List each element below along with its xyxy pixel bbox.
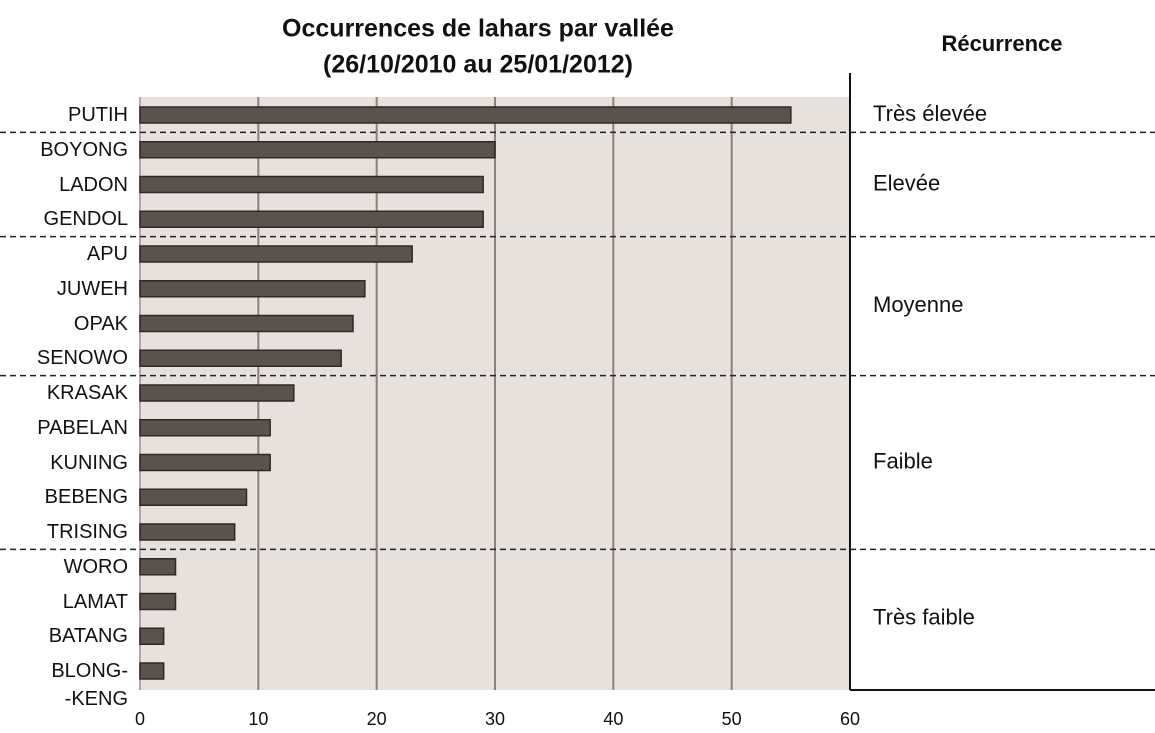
- y-tick-label: BLONG- -KENG: [51, 660, 128, 710]
- bar: [139, 627, 165, 645]
- y-tick-label: BEBENG: [44, 486, 128, 509]
- bar: [139, 106, 792, 124]
- x-tick-label: 20: [367, 709, 387, 729]
- y-tick-label: APU: [86, 243, 128, 265]
- y-tick-label: SENOWO: [36, 347, 128, 370]
- chart-subtitle: (26/10/2010 au 25/01/2012): [323, 51, 633, 79]
- recurrence-label: Très faible: [873, 605, 975, 630]
- bar: [139, 314, 354, 333]
- bar: [139, 384, 295, 402]
- x-tick-label: 10: [248, 709, 268, 729]
- chart-title: Occurrences de lahars par vallée: [282, 15, 674, 43]
- y-tick-label: LAMAT: [62, 590, 128, 613]
- bar: [139, 245, 413, 263]
- bar: [139, 453, 271, 472]
- y-tick-label: BOYONG: [40, 138, 128, 161]
- x-tick-label: 50: [722, 709, 742, 729]
- bar: [139, 280, 366, 298]
- bar: [139, 592, 177, 611]
- recurrence-title: Récurrence: [941, 31, 1062, 56]
- y-tick-label: PABELAN: [37, 416, 128, 439]
- bar: [139, 141, 496, 159]
- bar: [139, 210, 484, 228]
- y-tick-label: LADON: [59, 173, 128, 196]
- x-tick-label: 0: [135, 709, 145, 729]
- bar: [139, 558, 177, 576]
- recurrence-label: Elevée: [873, 170, 940, 195]
- x-tick-label: 60: [840, 709, 860, 729]
- y-tick-label: PUTIH: [68, 104, 128, 126]
- y-tick-label: KUNING: [50, 451, 128, 474]
- x-tick-label: 40: [603, 709, 623, 729]
- recurrence-label: Moyenne: [873, 292, 964, 317]
- y-tick-label: BATANG: [48, 625, 128, 648]
- bar: [139, 662, 165, 680]
- bar: [139, 349, 342, 367]
- y-tick-label: TRISING: [46, 521, 128, 543]
- y-tick-label: JUWEH: [56, 277, 128, 300]
- y-tick-label: KRASAK: [46, 382, 128, 404]
- y-tick-label: OPAK: [73, 312, 128, 335]
- recurrence-label: Faible: [873, 448, 933, 473]
- y-tick-label: WORO: [63, 555, 128, 578]
- bar: [139, 175, 484, 194]
- x-tick-label: 30: [485, 709, 505, 729]
- bar: [139, 488, 248, 506]
- y-tick-label: GENDOL: [43, 208, 128, 231]
- bar: [139, 523, 236, 541]
- bar: [139, 419, 271, 437]
- recurrence-label: Très élevée: [873, 101, 987, 126]
